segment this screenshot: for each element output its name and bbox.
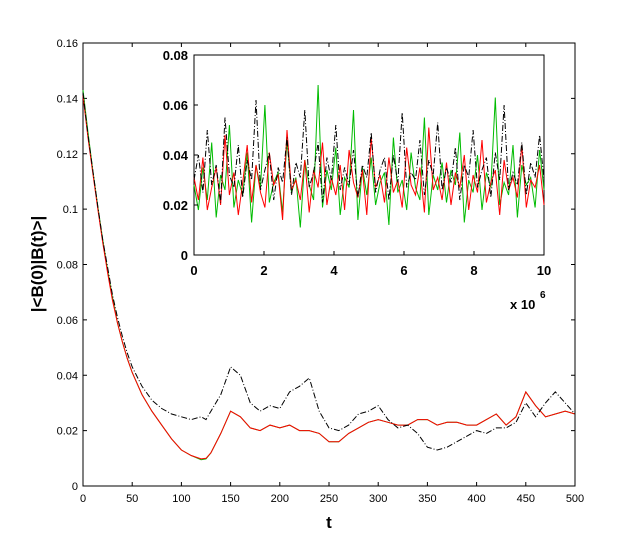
inset-y-ticks: 0 0.02 0.04 0.06 0.08 — [163, 48, 198, 263]
inset-y-tick-label: 0.02 — [163, 198, 188, 213]
inset-x-tick-label: 6 — [400, 263, 407, 278]
inset-series-line-2 — [193, 99, 545, 203]
main-y-tick-label: 0.12 — [57, 149, 78, 161]
main-y-tick-label: 0.02 — [57, 426, 78, 438]
inset-series-line-1 — [193, 127, 545, 221]
main-y-tick-label: 0.08 — [57, 260, 78, 272]
main-x-axis-label: t — [326, 513, 332, 532]
inset-plot-frame — [193, 54, 545, 256]
inset-y-tick-label: 0.06 — [163, 98, 188, 113]
main-x-tick-label: 150 — [221, 493, 239, 505]
main-x-tick-label: 350 — [418, 493, 436, 505]
main-x-tick-label: 200 — [271, 493, 289, 505]
inset-x-multiplier-exponent: 6 — [540, 290, 546, 301]
main-x-tick-label: 250 — [320, 493, 338, 505]
inset-x-ticks: 0 2 4 6 8 10 — [190, 251, 551, 278]
inset-plot: 0 2 4 6 8 10 0 0.02 0.04 0.06 0.08 x 10 6 — [163, 48, 552, 312]
inset-x-tick-label: 2 — [260, 263, 267, 278]
main-x-tick-label: 0 — [80, 493, 86, 505]
inset-y-tick-label: 0.08 — [163, 48, 188, 63]
main-y-tick-label: 0 — [72, 481, 78, 493]
inset-x-tick-label: 8 — [470, 263, 477, 278]
inset-x-multiplier: x 10 — [510, 297, 535, 312]
main-series-line-2 — [82, 92, 576, 451]
main-y-tick-label: 0.06 — [57, 315, 78, 327]
main-y-axis-label: |<B(0)|B(t)>| — [28, 216, 47, 312]
main-x-tick-label: 500 — [566, 493, 584, 505]
inset-y-tick-label: 0 — [181, 248, 188, 263]
main-y-tick-label: 0.1 — [63, 204, 78, 216]
inset-series-group — [193, 84, 545, 228]
main-x-tick-label: 50 — [126, 493, 138, 505]
inset-x-tick-label: 0 — [190, 263, 197, 278]
main-x-tick-label: 100 — [172, 493, 190, 505]
main-y-tick-label: 0.16 — [57, 38, 78, 50]
main-series-group — [82, 90, 576, 461]
inset-x-tick-label: 4 — [330, 263, 338, 278]
main-x-tick-label: 450 — [517, 493, 535, 505]
inset-x-tick-label: 10 — [537, 263, 551, 278]
main-y-tick-label: 0.14 — [57, 93, 78, 105]
main-x-tick-label: 400 — [467, 493, 485, 505]
main-series-line-1 — [82, 95, 576, 460]
main-x-ticks: 0 50 100 150 200 250 300 350 400 450 500 — [80, 43, 584, 505]
inset-y-tick-label: 0.04 — [163, 148, 189, 163]
main-y-tick-label: 0.04 — [57, 370, 78, 382]
main-y-ticks: 0 0.02 0.04 0.06 0.08 0.1 0.12 0.14 0.16 — [57, 38, 575, 493]
main-x-tick-label: 300 — [369, 493, 387, 505]
